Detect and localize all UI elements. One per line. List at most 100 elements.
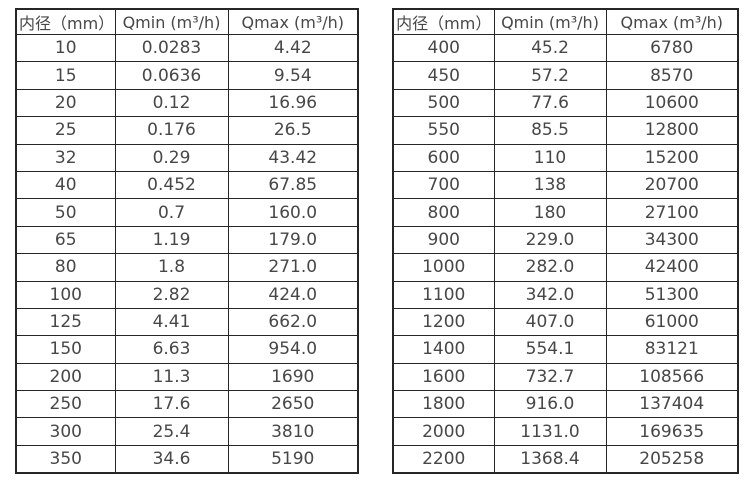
table-cell: 0.0283 xyxy=(114,33,229,63)
table-cell: 50 xyxy=(15,198,116,227)
table-row: 15 0.0636 9.54 xyxy=(15,61,359,90)
table-cell: 180 xyxy=(493,198,607,227)
table-cell: 205258 xyxy=(605,444,739,474)
table-row: 25 0.176 26.5 xyxy=(15,116,359,145)
flow-spec-table-small-diameters: 内径（mm） Qmin (m³/h) Qmax (m³/h) 10 0.0283 4… xyxy=(15,8,359,475)
table-cell: 15 xyxy=(15,61,116,90)
table-cell: 65 xyxy=(15,225,116,255)
table-cell: 26.5 xyxy=(227,116,359,145)
table-cell: 110 xyxy=(493,143,607,172)
table-cell: 9.54 xyxy=(227,61,359,90)
table-row: 450 57.2 8570 xyxy=(392,61,739,90)
table-cell: 67.85 xyxy=(227,170,359,200)
table-cell: 0.0636 xyxy=(114,61,229,90)
table-cell: 6780 xyxy=(605,33,739,63)
table-cell: 27100 xyxy=(605,198,739,227)
table-cell: 916.0 xyxy=(493,390,607,419)
table-row: 350 34.6 5190 xyxy=(15,444,359,474)
column-header-diameter: 内径（mm） xyxy=(15,8,116,35)
table-cell: 200 xyxy=(15,362,116,392)
table-cell: 40 xyxy=(15,170,116,200)
table-cell: 0.29 xyxy=(114,143,229,172)
table-cell: 17.6 xyxy=(114,390,229,419)
table-cell: 169635 xyxy=(605,417,739,446)
table-row: 200 11.3 1690 xyxy=(15,362,359,392)
table-cell: 125 xyxy=(15,307,116,337)
table-row: 1000 282.0 42400 xyxy=(392,253,739,282)
table-row: 1800 916.0 137404 xyxy=(392,390,739,419)
table-cell: 2650 xyxy=(227,390,359,419)
table-cell: 16.96 xyxy=(227,88,359,118)
table-cell: 1100 xyxy=(392,280,495,309)
table-cell: 1000 xyxy=(392,253,495,282)
table-cell: 83121 xyxy=(605,335,739,364)
table-cell: 8570 xyxy=(605,61,739,90)
table-cell: 42400 xyxy=(605,253,739,282)
table-cell: 108566 xyxy=(605,362,739,392)
table-cell: 500 xyxy=(392,88,495,118)
table-cell: 424.0 xyxy=(227,280,359,309)
table-cell: 2200 xyxy=(392,444,495,474)
table-cell: 25.4 xyxy=(114,417,229,446)
column-header-qmax: Qmax (m³/h) xyxy=(605,8,739,35)
table-cell: 137404 xyxy=(605,390,739,419)
table-cell: 1800 xyxy=(392,390,495,419)
table-cell: 51300 xyxy=(605,280,739,309)
table-cell: 15200 xyxy=(605,143,739,172)
table-row: 400 45.2 6780 xyxy=(392,33,739,63)
table-cell: 12800 xyxy=(605,116,739,145)
table-cell: 1.19 xyxy=(114,225,229,255)
table-cell: 11.3 xyxy=(114,362,229,392)
table-row: 50 0.7 160.0 xyxy=(15,198,359,227)
table-cell: 20 xyxy=(15,88,116,118)
table-cell: 34.6 xyxy=(114,444,229,474)
table-cell: 25 xyxy=(15,116,116,145)
table-cell: 100 xyxy=(15,280,116,309)
table-row: 125 4.41 662.0 xyxy=(15,307,359,337)
table-cell: 800 xyxy=(392,198,495,227)
table-row: 80 1.8 271.0 xyxy=(15,253,359,282)
table-cell: 3810 xyxy=(227,417,359,446)
table-cell: 342.0 xyxy=(493,280,607,309)
table-cell: 0.7 xyxy=(114,198,229,227)
table-row: 40 0.452 67.85 xyxy=(15,170,359,200)
table-row: 700 138 20700 xyxy=(392,170,739,200)
table-row: 20 0.12 16.96 xyxy=(15,88,359,118)
table-cell: 1690 xyxy=(227,362,359,392)
column-header-diameter: 内径（mm） xyxy=(392,8,495,35)
table-cell: 732.7 xyxy=(493,362,607,392)
table-cell: 20700 xyxy=(605,170,739,200)
table-cell: 32 xyxy=(15,143,116,172)
table-body: 400 45.2 6780 450 57.2 8570 500 77.6 10600 550 85.… xyxy=(392,33,739,474)
table-cell: 10600 xyxy=(605,88,739,118)
table-cell: 85.5 xyxy=(493,116,607,145)
table-cell: 700 xyxy=(392,170,495,200)
table-cell: 350 xyxy=(15,444,116,474)
table-cell: 271.0 xyxy=(227,253,359,282)
table-cell: 550 xyxy=(392,116,495,145)
table-cell: 0.176 xyxy=(114,116,229,145)
table-cell: 954.0 xyxy=(227,335,359,364)
table-cell: 43.42 xyxy=(227,143,359,172)
table-cell: 0.12 xyxy=(114,88,229,118)
table-row: 1400 554.1 83121 xyxy=(392,335,739,364)
table-cell: 1600 xyxy=(392,362,495,392)
table-cell: 0.452 xyxy=(114,170,229,200)
table-cell: 2000 xyxy=(392,417,495,446)
table-row: 10 0.0283 4.42 xyxy=(15,33,359,63)
table-cell: 80 xyxy=(15,253,116,282)
table-cell: 10 xyxy=(15,33,116,63)
table-cell: 900 xyxy=(392,225,495,255)
table-cell: 1200 xyxy=(392,307,495,337)
table-cell: 160.0 xyxy=(227,198,359,227)
table-row: 300 25.4 3810 xyxy=(15,417,359,446)
table-row: 600 110 15200 xyxy=(392,143,739,172)
table-cell: 4.41 xyxy=(114,307,229,337)
table-row: 65 1.19 179.0 xyxy=(15,225,359,255)
table-cell: 407.0 xyxy=(493,307,607,337)
table-cell: 45.2 xyxy=(493,33,607,63)
table-cell: 1.8 xyxy=(114,253,229,282)
table-cell: 34300 xyxy=(605,225,739,255)
table-row: 550 85.5 12800 xyxy=(392,116,739,145)
